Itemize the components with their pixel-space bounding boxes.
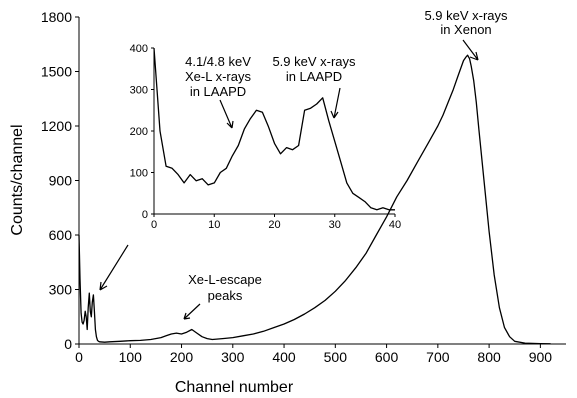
main-axes: 0 100 200 300 400 500 600 700 800 900030060090012… bbox=[41, 9, 566, 365]
annotation-xenon-line2: in Xenon bbox=[440, 22, 491, 37]
inset-origin-arrow bbox=[99, 244, 129, 291]
main-y-tick-label: 0 bbox=[64, 336, 72, 352]
main-series bbox=[78, 54, 551, 345]
inset-x-tick-label: 0 bbox=[151, 219, 157, 231]
annotation-xenon-arrow bbox=[462, 39, 479, 61]
main-x-tick-label: 100 bbox=[119, 349, 143, 365]
main-x-tick-label: 400 bbox=[272, 349, 296, 365]
annotation-escape-line1: Xe-L-escape bbox=[188, 272, 262, 287]
main-x-tick-label: 300 bbox=[221, 349, 245, 365]
inset-annotation-laapd-line1: 5.9 keV x-rays bbox=[272, 54, 356, 69]
inset-x-tick-label: 30 bbox=[329, 219, 341, 231]
inset-series bbox=[153, 47, 395, 211]
main-x-tick-label: 800 bbox=[477, 349, 501, 365]
inset-x-tick-label: 20 bbox=[268, 219, 280, 231]
inset-annotation-xel-line2: Xe-L x-rays bbox=[185, 69, 251, 84]
inset-x-tick-label: 40 bbox=[389, 219, 401, 231]
inset-y-tick-label: 300 bbox=[130, 85, 148, 97]
main-y-tick-label: 600 bbox=[49, 227, 73, 243]
main-x-tick-label: 600 bbox=[375, 349, 399, 365]
x-axis-label: Channel number bbox=[175, 379, 294, 396]
inset-annotation-laapd-line2: in LAAPD bbox=[286, 69, 342, 84]
main-x-tick-label: 0 bbox=[75, 349, 83, 365]
inset-annotation-xel-arrow bbox=[219, 99, 234, 129]
inset-series-line bbox=[153, 47, 395, 211]
main-y-tick-label: 1500 bbox=[41, 64, 72, 80]
annotation-xenon-line1: 5.9 keV x-rays bbox=[424, 8, 508, 23]
main-y-tick-label: 1200 bbox=[41, 118, 72, 134]
inset-y-tick-label: 200 bbox=[130, 126, 148, 138]
inset-x-tick-label: 10 bbox=[208, 219, 220, 231]
inset-annotation-xel-line3: in LAAPD bbox=[190, 84, 246, 99]
inset-annotation-xel-line1: 4.1/4.8 keV bbox=[185, 54, 251, 69]
main-y-tick-label: 900 bbox=[49, 173, 73, 189]
inset-y-tick-label: 0 bbox=[142, 209, 148, 221]
y-axis-label: Counts/channel bbox=[9, 124, 26, 235]
inset-y-tick-label: 400 bbox=[130, 43, 148, 55]
main-series-line bbox=[78, 54, 551, 345]
annotation-escape-arrow bbox=[183, 303, 201, 320]
main-x-tick-label: 900 bbox=[529, 349, 553, 365]
annotation-escape-line2: peaks bbox=[208, 288, 243, 303]
main-y-tick-label: 300 bbox=[49, 282, 73, 298]
main-x-tick-label: 500 bbox=[324, 349, 348, 365]
inset-annotation-laapd-arrow bbox=[330, 87, 341, 119]
main-x-tick-label: 200 bbox=[170, 349, 194, 365]
inset-y-tick-label: 100 bbox=[130, 168, 148, 180]
main-y-tick-label: 1800 bbox=[41, 9, 72, 25]
main-x-tick-label: 700 bbox=[426, 349, 450, 365]
